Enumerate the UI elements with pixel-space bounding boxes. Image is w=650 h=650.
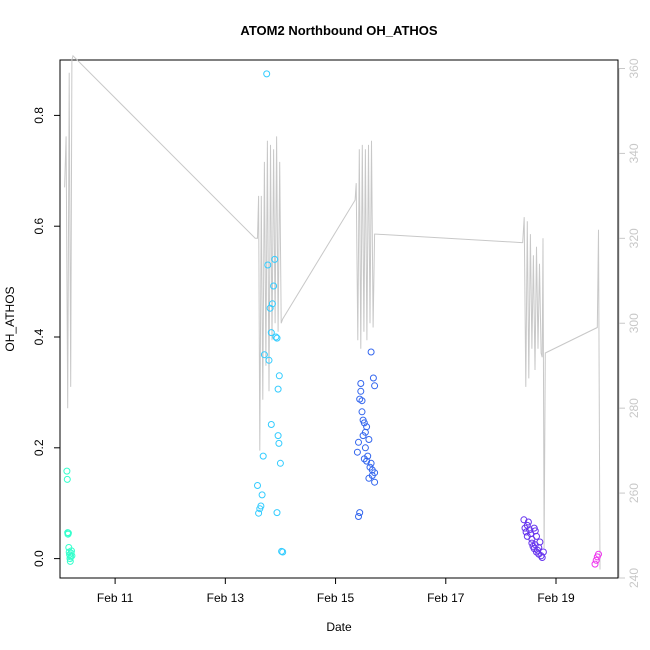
data-point: [273, 334, 281, 342]
data-point: [524, 518, 532, 526]
data-point: [363, 423, 371, 431]
data-point: [64, 529, 72, 537]
point-layer: [63, 70, 602, 568]
y-axis: 0.0 0.2 0.4 0.6 0.8: [32, 107, 60, 567]
data-point: [357, 387, 365, 395]
data-point: [591, 560, 599, 568]
data-point: [361, 444, 369, 452]
data-point: [358, 397, 366, 405]
data-point: [356, 509, 364, 517]
data-point: [355, 438, 362, 446]
data-point: [255, 509, 263, 517]
data-point: [263, 70, 271, 78]
data-point: [275, 372, 283, 380]
data-point: [258, 491, 266, 499]
data-point: [264, 261, 272, 269]
data-point: [537, 552, 545, 560]
data-point: [63, 475, 71, 483]
data-point: [355, 513, 362, 520]
data-point: [353, 448, 361, 456]
y-tick-label: 0.2: [32, 439, 46, 456]
data-point: [63, 467, 71, 475]
data-point: [267, 421, 275, 428]
data-point: [276, 459, 284, 467]
x-tick-label: Feb 13: [207, 591, 245, 605]
right-tick-label: 340: [627, 143, 641, 163]
data-point: [259, 452, 267, 460]
data-point: [272, 333, 280, 341]
right-tick-label: 240: [627, 568, 641, 588]
data-point: [271, 255, 279, 263]
x-axis: Feb 11 Feb 13 Feb 15 Feb 17 Feb 19: [97, 578, 575, 605]
data-point: [267, 329, 275, 337]
data-point: [595, 550, 602, 558]
data-point: [274, 385, 282, 393]
data-point: [360, 419, 368, 427]
data-point: [367, 459, 375, 467]
y-tick-label: 0.8: [32, 107, 46, 124]
temperature-line: [64, 54, 601, 570]
data-point: [522, 528, 530, 536]
chart-title: ATOM2 Northbound OH_ATHOS: [240, 23, 437, 38]
data-point: [371, 382, 379, 390]
data-point: [369, 374, 377, 382]
x-tick-label: Feb 19: [537, 591, 575, 605]
data-point: [254, 482, 261, 489]
data-point: [275, 439, 283, 447]
y-tick-label: 0.4: [32, 328, 46, 345]
data-point: [364, 452, 372, 460]
data-point: [533, 532, 540, 540]
x-tick-label: Feb 11: [97, 591, 134, 605]
x-tick-label: Feb 15: [317, 591, 355, 605]
data-point: [539, 548, 547, 556]
right-tick-label: 300: [627, 313, 641, 333]
data-point: [531, 541, 539, 549]
line-layer: [64, 54, 601, 570]
y-axis-label: OH_ATHOS: [3, 286, 17, 351]
data-point: [257, 502, 265, 510]
data-point: [365, 436, 373, 443]
data-point: [367, 348, 375, 356]
plot-frame: [59, 59, 619, 579]
data-point: [279, 548, 287, 556]
data-point: [270, 282, 278, 290]
right-tick-label: 320: [627, 228, 641, 248]
right-tick-label: 360: [627, 58, 641, 78]
data-point: [358, 408, 366, 416]
x-tick-label: Feb 17: [427, 591, 465, 605]
right-tick-label: 280: [627, 398, 641, 418]
data-point: [274, 432, 282, 440]
data-point: [273, 509, 281, 517]
x-axis-label: Date: [326, 620, 352, 634]
right-axis: 240 260 280 300 320 340 360: [618, 58, 641, 588]
y-tick-label: 0.0: [32, 550, 46, 567]
data-point: [357, 380, 365, 387]
data-point: [268, 300, 276, 308]
data-point: [592, 556, 600, 564]
data-point: [371, 478, 379, 486]
data-point: [260, 351, 268, 359]
data-point: [265, 356, 273, 364]
data-point: [68, 547, 75, 555]
data-point: [68, 552, 76, 560]
y-tick-label: 0.6: [32, 218, 46, 235]
right-tick-label: 260: [627, 483, 641, 503]
data-point: [371, 469, 379, 477]
